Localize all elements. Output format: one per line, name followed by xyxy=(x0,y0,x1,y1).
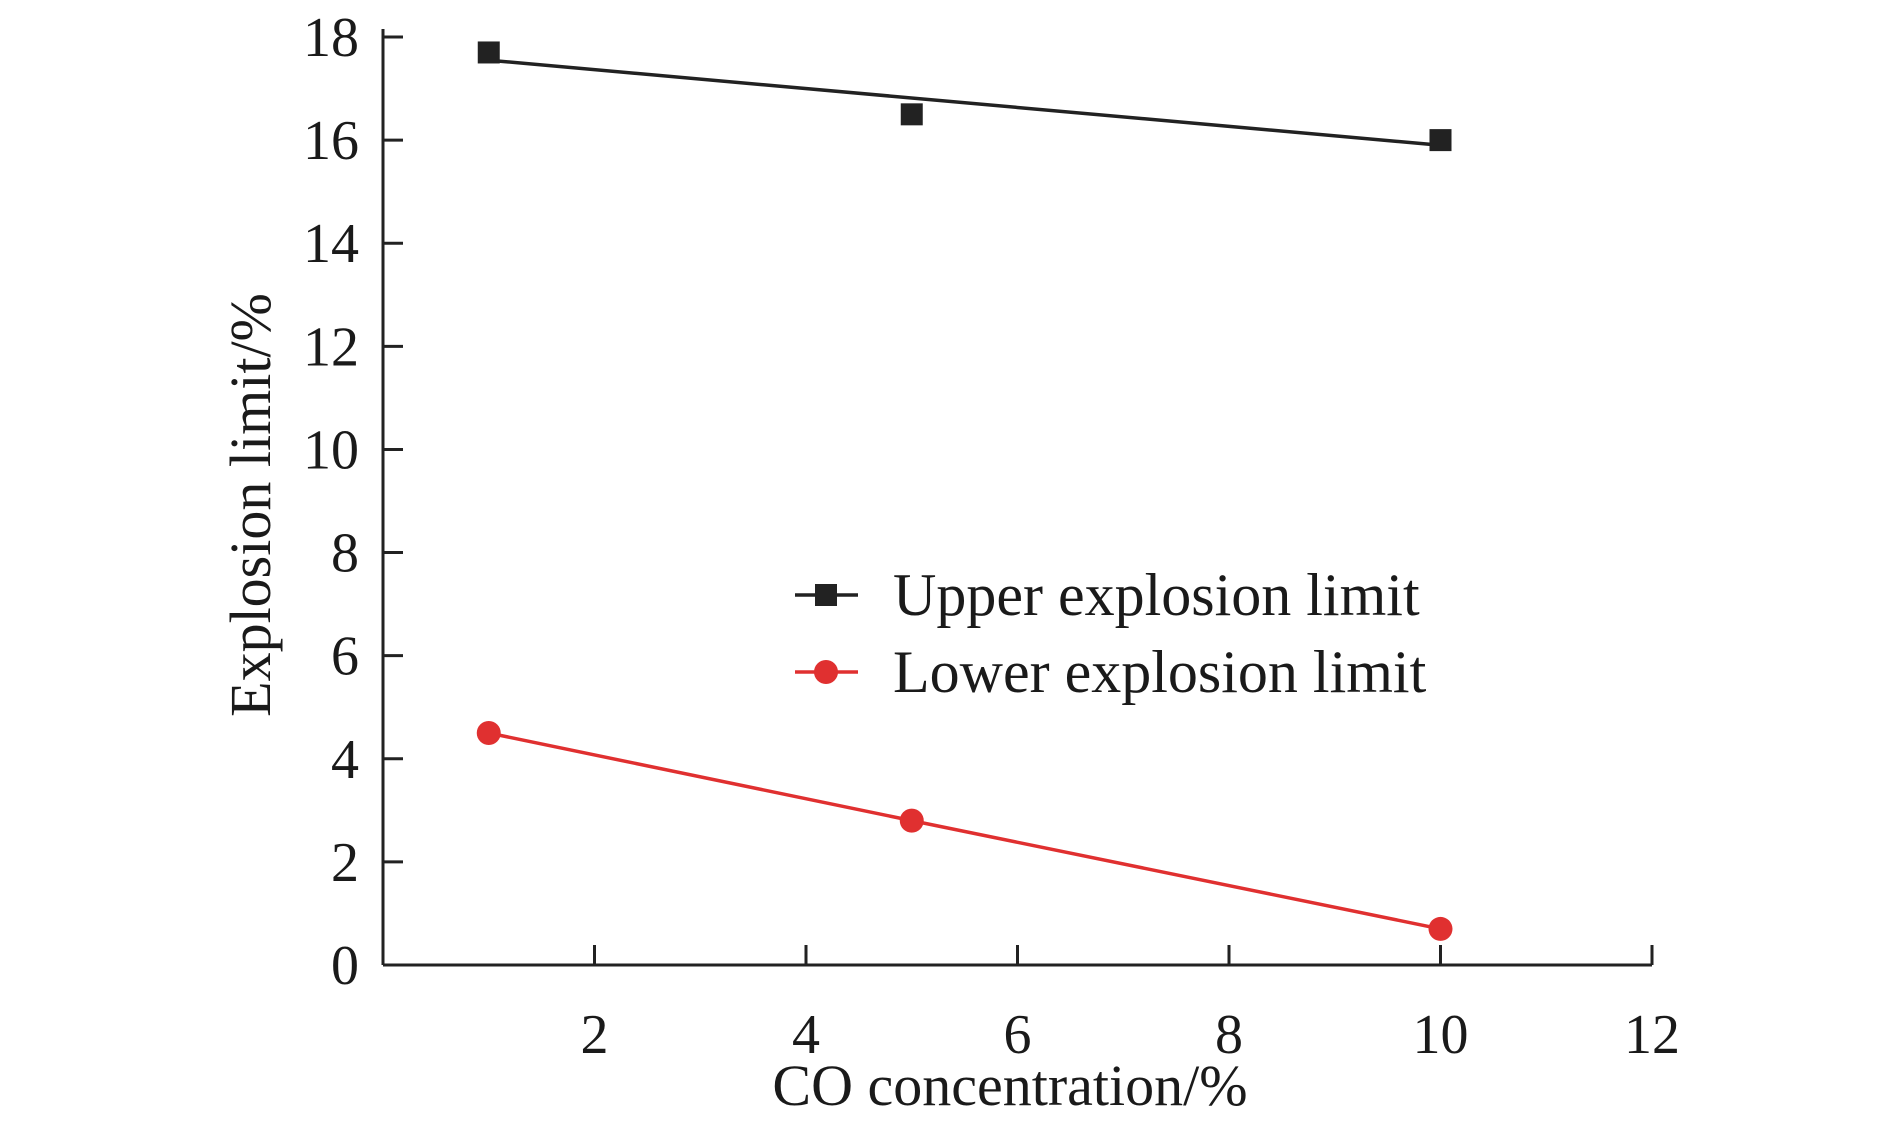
y-axis-ticks: 0 2 4 6 8 10 12 14 16 18 xyxy=(303,7,403,997)
x-tick-label: 8 xyxy=(1215,1004,1243,1066)
data-point xyxy=(477,41,500,64)
y-tick-label: 4 xyxy=(331,729,359,791)
y-axis-label: Explosion limit/% xyxy=(218,293,283,717)
series-line xyxy=(488,731,1441,931)
x-tick-label: 2 xyxy=(581,1004,609,1066)
x-axis-label: CO concentration/% xyxy=(772,1053,1247,1118)
data-point xyxy=(1429,129,1452,152)
legend-item: Lower explosion limit xyxy=(795,639,1427,705)
x-tick-label: 10 xyxy=(1413,1004,1469,1066)
legend-marker xyxy=(814,660,838,684)
x-tick-label: 4 xyxy=(792,1004,820,1066)
y-tick-label: 2 xyxy=(331,832,359,894)
x-tick-label: 6 xyxy=(1004,1004,1032,1066)
x-tick-label: 12 xyxy=(1624,1004,1680,1066)
y-tick-label: 18 xyxy=(303,7,359,69)
series-lower xyxy=(476,721,1453,941)
data-point xyxy=(900,103,923,126)
data-point xyxy=(899,808,924,833)
plot-series xyxy=(476,41,1453,941)
legend-label: Lower explosion limit xyxy=(893,639,1427,705)
series-line xyxy=(488,58,1441,148)
y-tick-label: 16 xyxy=(303,110,359,172)
y-tick-label: 14 xyxy=(303,213,359,275)
legend-item: Upper explosion limit xyxy=(795,562,1420,628)
y-tick-label: 8 xyxy=(331,523,359,585)
data-point xyxy=(476,721,501,745)
y-tick-label: 0 xyxy=(331,935,359,997)
y-tick-label: 12 xyxy=(303,316,359,378)
y-tick-label: 10 xyxy=(303,419,359,481)
legend: Upper explosion limit Lower explosion lim… xyxy=(795,562,1427,705)
data-point xyxy=(1428,916,1453,941)
legend-marker xyxy=(815,584,837,606)
series-upper xyxy=(477,41,1452,152)
axes xyxy=(381,29,1652,967)
legend-label: Upper explosion limit xyxy=(893,562,1420,628)
y-tick-label: 6 xyxy=(331,626,359,688)
x-axis-ticks: 2 4 6 8 10 12 xyxy=(581,945,1680,1066)
